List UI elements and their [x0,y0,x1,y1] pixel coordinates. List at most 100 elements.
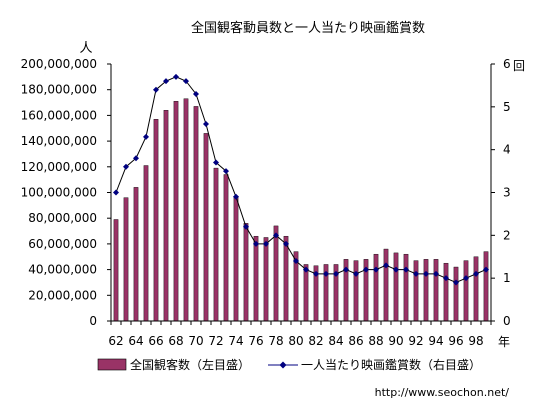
bar-1989 [383,248,389,322]
bar-1998 [473,256,479,322]
bar-1963 [123,197,129,322]
bar-1992 [413,260,419,322]
bar-1990 [393,252,399,322]
y-right-tick-label: 2 [503,228,511,242]
point-1997 [463,275,469,282]
x-tick-label: 94 [428,334,443,348]
y-left-tick-label: 100,000,000 [21,186,97,200]
x-tick-labels: 62 64 66 68 70 72 74 76 78 80 82 84 86 88 90 92 94 96 98 [108,334,483,348]
point-1967 [163,78,169,85]
point-1962 [113,189,119,196]
y-left-tick-label: 200,000,000 [21,57,97,71]
point-1974 [233,193,239,200]
point-1996 [453,279,459,286]
line-series [113,73,489,286]
y-left-tick-label: 0 [89,314,97,328]
point-1999 [483,266,489,273]
bar-1999 [483,251,489,322]
x-tick-label: 96 [448,334,463,348]
bar-1977 [263,237,269,322]
x-unit: 年 [498,335,510,349]
bar-1969 [183,98,189,322]
x-tick-label: 88 [368,334,383,348]
bar-series [113,98,489,322]
point-1972 [213,159,219,166]
bar-1988 [373,253,379,322]
y-left-tick-label: 180,000,000 [21,83,97,97]
bar-1973 [223,174,229,322]
bar-1964 [133,187,139,322]
y-right-tick-label: 6 [503,57,511,71]
point-1998 [473,270,479,277]
x-tick-label: 74 [228,334,243,348]
per-capita-line [115,76,487,283]
point-1982 [313,270,319,277]
legend-line-marker [279,361,287,369]
legend-bar-swatch [97,358,127,371]
point-1990 [393,266,399,273]
bar-1993 [423,259,429,322]
x-tick-label: 62 [108,334,123,348]
x-tick-label: 76 [248,334,263,348]
point-1985 [343,266,349,273]
point-1981 [303,266,309,273]
y-left-tick-label: 20,000,000 [28,288,97,302]
y-left-tick-label: 80,000,000 [28,211,97,225]
bar-1965 [143,165,149,322]
x-tick-label: 78 [268,334,283,348]
x-tick-label: 90 [388,334,403,348]
y-right-tick-label: 3 [503,186,511,200]
point-1971 [203,120,209,127]
bar-1994 [433,259,439,322]
point-1966 [153,86,159,93]
point-1964 [133,155,139,162]
bar-1966 [153,119,159,322]
y-right-tick-label: 4 [503,143,511,157]
legend: 全国観客数（左目盛） 一人当たり映画鑑賞数（右目盛） [97,357,481,372]
y-left-tick-label: 60,000,000 [28,237,97,251]
point-1965 [143,133,149,140]
legend-bar-label: 全国観客数（左目盛） [130,357,250,372]
point-1991 [403,266,409,273]
bar-1978 [273,225,279,322]
y-left-tick-label: 160,000,000 [21,108,97,122]
y-left-tick-label: 140,000,000 [21,134,97,148]
y-right-tick-label: 1 [503,271,511,285]
point-1989 [383,262,389,269]
point-1986 [353,270,359,277]
bar-1972 [213,167,219,322]
x-tick-label: 80 [288,334,303,348]
y-left-tick-labels: 0 20,000,000 40,000,000 60,000,000 80,000,00… [21,57,97,328]
point-1979 [283,240,289,247]
x-tick-label: 68 [168,334,183,348]
bar-1967 [163,110,169,322]
point-1976 [253,240,259,247]
y-left-tick-label: 40,000,000 [28,263,97,277]
bar-1975 [243,223,249,322]
bar-1962 [113,219,119,322]
x-tick-label: 72 [208,334,223,348]
point-1973 [223,168,229,175]
bar-1968 [173,101,179,322]
point-1988 [373,266,379,273]
source-url: http://www.seochon.net/ [375,386,510,399]
x-tick-label: 92 [408,334,423,348]
chart-title: 全国観客動員数と一人当たり映画鑑賞数 [191,20,425,36]
bar-1996 [453,266,459,322]
bar-1997 [463,260,469,322]
bar-1971 [203,133,209,322]
x-tick-label: 98 [468,334,483,348]
legend-line-label: 一人当たり映画鑑賞数（右目盛） [301,357,481,372]
point-1992 [413,270,419,277]
y-right-tick-label: 5 [503,100,511,114]
x-tick-label: 70 [188,334,203,348]
y-left-tick-label: 120,000,000 [21,160,97,174]
point-1977 [263,240,269,247]
y-right-unit: 回 [513,59,525,73]
x-tick-label: 66 [148,334,163,348]
x-tick-label: 64 [128,334,143,348]
point-1969 [183,78,189,85]
bar-1970 [193,106,199,322]
bar-1991 [403,253,409,322]
